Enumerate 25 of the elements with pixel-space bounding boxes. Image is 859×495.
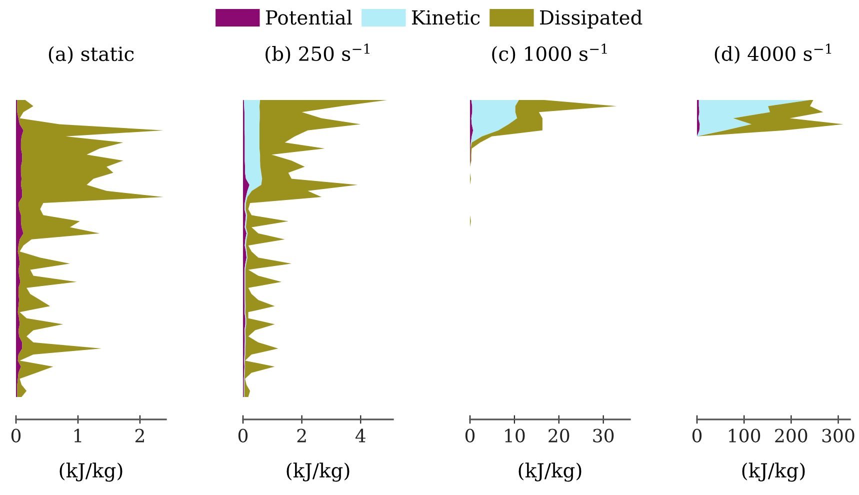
x-tick-label: 10 [505, 428, 525, 442]
x-tick-label: 2 [135, 428, 144, 442]
chart-title: (d) 4000 s$^{−1}$ [714, 44, 832, 64]
x-tick-label: 30 [593, 428, 614, 442]
x-tick-label: 2 [297, 428, 306, 442]
x-tick-label: 20 [548, 428, 570, 442]
chart-title: (c) 1000 s$^{−1}$ [492, 44, 607, 64]
legend-label: Kinetic [412, 10, 480, 25]
x-tick-label: 1 [74, 428, 82, 442]
legend-label: Dissipated [540, 10, 642, 29]
x-tick-label: 0 [465, 428, 475, 442]
x-tick-label: 200 [775, 428, 808, 442]
x-tick-label: 300 [822, 428, 854, 442]
legend-label: Potential [266, 10, 352, 25]
x-tick-label: 0 [238, 428, 248, 442]
x-tick-label: 100 [729, 428, 760, 442]
x-tick-label: 4 [355, 428, 366, 442]
x-axis-title: (kJ/kg) [518, 462, 582, 482]
chart-title: (b) 250 s$^{−1}$ [266, 44, 370, 64]
x-axis-title: (kJ/kg) [286, 462, 350, 482]
x-axis-title: (kJ/kg) [742, 462, 805, 482]
chart-title: (a) static [48, 46, 134, 64]
x-axis-title: (kJ/kg) [60, 462, 122, 482]
x-tick-label: 0 [692, 428, 702, 442]
x-tick-label: 0 [11, 428, 21, 442]
